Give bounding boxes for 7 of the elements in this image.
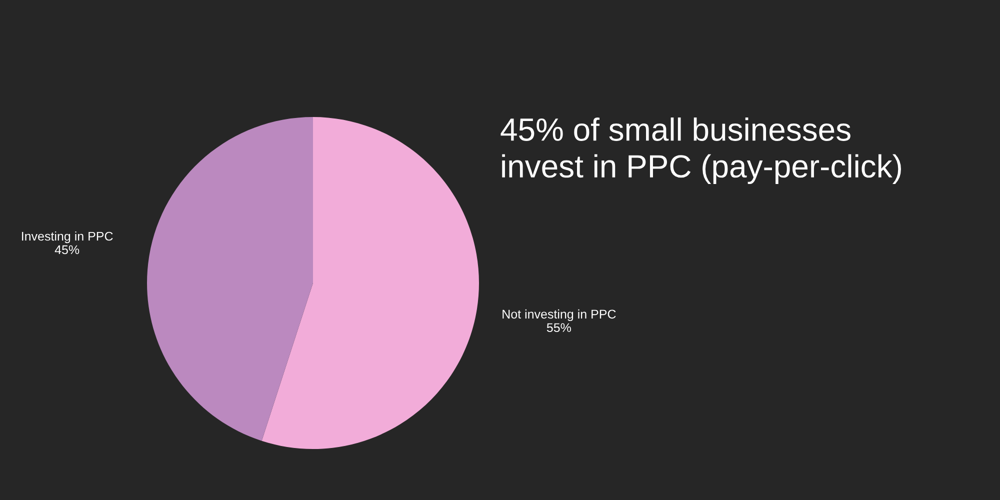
text: 45% of small businesses invest in PPC (pay-per-click) — [500, 118, 901, 184]
pie-slice — [262, 117, 479, 449]
data-label: 55% — [546, 323, 571, 332]
slice-label: Investing in PPC — [22, 231, 113, 244]
data-label: 45% — [54, 245, 80, 254]
pie-slice — [147, 117, 313, 441]
slice-label: Not investing in PPC — [502, 309, 616, 322]
